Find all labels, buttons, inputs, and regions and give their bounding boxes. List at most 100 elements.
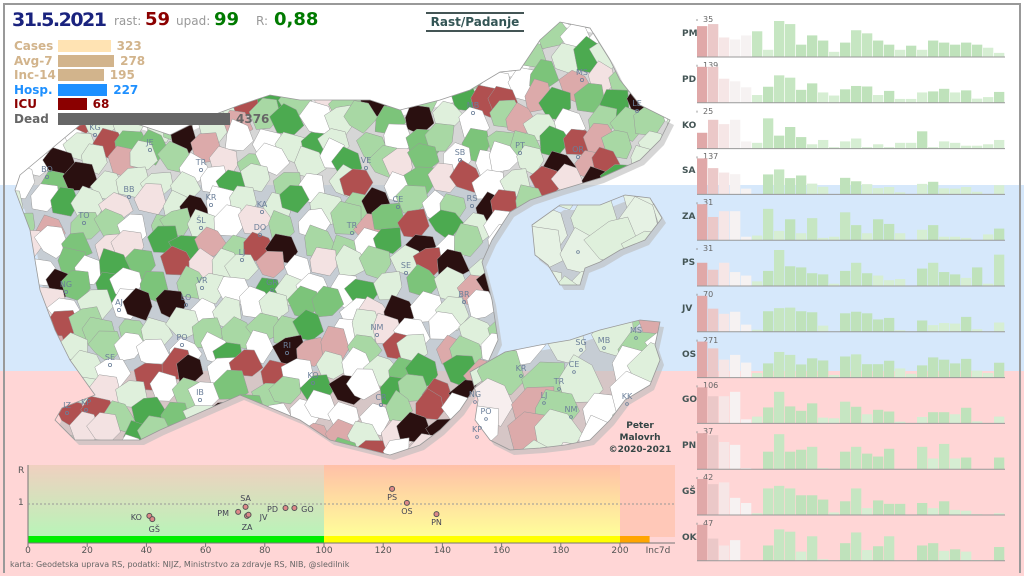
municipality[interactable]	[345, 368, 381, 401]
municipality[interactable]	[427, 162, 457, 193]
map-label: BR	[458, 290, 469, 299]
legend-label: Avg-7	[14, 53, 53, 68]
municipality[interactable]	[652, 193, 705, 242]
x-tick-label: 140	[433, 546, 451, 556]
map-label: KG	[89, 123, 100, 132]
scatter-point[interactable]	[242, 503, 249, 510]
scatter-point[interactable]	[403, 499, 410, 506]
municipality[interactable]	[4, 164, 35, 200]
map-label: SE	[401, 261, 411, 270]
town-marker	[635, 109, 640, 114]
x-tick-label: 200	[611, 546, 629, 556]
municipality[interactable]	[224, 254, 259, 281]
town-marker	[542, 401, 546, 405]
municipality[interactable]	[489, 140, 521, 174]
town-marker	[45, 174, 50, 179]
legend-value: 227	[113, 82, 139, 97]
zone-orange-bg	[620, 465, 675, 537]
region-label: PS	[682, 258, 696, 268]
scatter-point[interactable]	[245, 511, 252, 518]
municipality[interactable]	[309, 247, 338, 277]
scatter-point-label: PS	[387, 493, 397, 502]
town-marker	[470, 111, 475, 116]
inset-map-label: TR	[553, 377, 565, 386]
map-label: TR	[195, 158, 207, 167]
municipality[interactable]	[224, 118, 254, 151]
town-marker	[634, 336, 638, 340]
inset-map-label: MS	[630, 326, 642, 335]
town-marker	[259, 209, 264, 214]
region-max-value: 42	[703, 473, 714, 482]
town-marker	[349, 230, 354, 235]
author-credit: Peter Malovrh ©2020-2021	[600, 420, 680, 456]
municipality[interactable]	[268, 376, 302, 405]
region-label: ZA	[682, 212, 696, 223]
map-label: ŠL	[196, 214, 206, 225]
municipality[interactable]	[454, 223, 484, 257]
map-label: TO	[77, 211, 89, 220]
municipality[interactable]	[149, 371, 179, 402]
town-marker	[257, 232, 262, 237]
municipality[interactable]	[50, 186, 79, 217]
zone-yellow-bg	[324, 465, 620, 537]
map-label: KP	[81, 398, 91, 407]
y-label-r: R	[18, 466, 25, 476]
region-max-value: 137	[703, 152, 719, 162]
municipality[interactable]	[220, 316, 255, 349]
municipality[interactable]	[258, 290, 290, 320]
municipality[interactable]	[122, 287, 153, 321]
municipality[interactable]	[195, 272, 226, 305]
municipality[interactable]	[666, 106, 698, 141]
municipality[interactable]	[240, 163, 271, 193]
scatter-point[interactable]	[433, 511, 440, 518]
map-label: SE	[105, 353, 115, 362]
scatter-point[interactable]	[149, 516, 156, 523]
map-label: SB	[455, 148, 466, 157]
scatter-point[interactable]	[389, 485, 396, 492]
rast-padanje-button[interactable]: Rast/Padanje	[426, 12, 524, 32]
inset-map-label: SG	[575, 338, 586, 347]
town-marker	[310, 380, 315, 385]
municipality[interactable]	[311, 285, 344, 318]
x-tick-label: 100	[315, 546, 333, 556]
municipality[interactable]	[194, 226, 228, 257]
x-tick-label: 160	[493, 546, 511, 556]
scatter-point[interactable]	[291, 504, 298, 511]
region-label: PD	[682, 74, 697, 85]
municipality[interactable]	[269, 103, 305, 135]
municipality[interactable]	[279, 185, 310, 214]
municipality[interactable]	[466, 289, 499, 320]
municipality[interactable]	[113, 332, 146, 362]
x-tick-label: 60	[199, 546, 212, 556]
scatter-point[interactable]	[282, 504, 289, 511]
inset-map-label: LJ	[541, 391, 548, 400]
region-max-value: 106	[703, 381, 719, 391]
municipality[interactable]	[343, 100, 379, 134]
scatter-point[interactable]	[235, 508, 242, 515]
municipality[interactable]	[165, 307, 202, 339]
municipality[interactable]	[316, 350, 346, 380]
town-marker	[284, 350, 289, 355]
scatter-point-label: PD	[267, 505, 278, 514]
map-label: AJ	[115, 298, 123, 307]
municipality[interactable]	[304, 389, 336, 421]
zone-bar	[620, 536, 650, 543]
municipality[interactable]	[330, 201, 362, 235]
municipality[interactable]	[334, 244, 368, 277]
frame	[3, 3, 1021, 573]
town-marker	[576, 250, 580, 254]
scatter-point-label: GŠ	[149, 523, 160, 534]
municipality[interactable]	[638, 295, 684, 343]
municipality[interactable]	[129, 140, 159, 171]
municipality[interactable]	[255, 251, 285, 278]
municipality[interactable]	[424, 123, 455, 152]
legend-bar	[58, 54, 115, 67]
region-label: GŠ	[682, 487, 696, 497]
municipality[interactable]	[228, 349, 264, 377]
inset-map-label: KK	[622, 392, 633, 401]
region-max-value: 70	[703, 289, 714, 299]
municipality[interactable]	[373, 227, 402, 254]
town-marker	[198, 167, 203, 172]
municipality[interactable]	[33, 225, 70, 259]
